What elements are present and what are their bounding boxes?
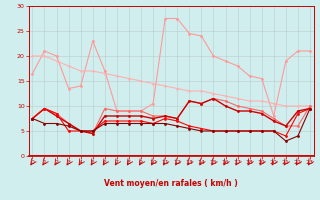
- X-axis label: Vent moyen/en rafales ( km/h ): Vent moyen/en rafales ( km/h ): [104, 179, 238, 188]
